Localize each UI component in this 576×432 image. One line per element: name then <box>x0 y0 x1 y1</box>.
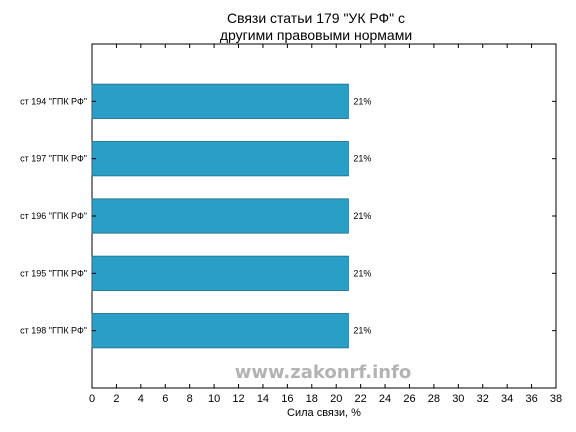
x-tick-label: 8 <box>187 393 193 405</box>
chart-title-line-1: Связи статьи 179 "УК РФ" с <box>227 10 405 26</box>
category-label: ст 195 "ГПК РФ" <box>20 268 87 278</box>
bar <box>91 83 349 119</box>
x-tick-label: 16 <box>281 393 293 405</box>
x-tick-label: 14 <box>257 393 269 405</box>
x-tick-label: 28 <box>428 393 440 405</box>
bar-data-label: 21% <box>353 211 371 221</box>
category-label: ст 198 "ГПК РФ" <box>20 326 87 336</box>
bar-data-label: 21% <box>353 326 371 336</box>
x-tick-label: 24 <box>379 393 391 405</box>
bar <box>91 198 349 234</box>
x-tick-label: 38 <box>550 393 562 405</box>
bar <box>91 141 349 177</box>
x-tick-label: 26 <box>403 393 415 405</box>
x-tick-label: 34 <box>501 393 513 405</box>
bar-data-label: 21% <box>353 268 371 278</box>
category-label: ст 197 "ГПК РФ" <box>20 154 87 164</box>
bar <box>91 255 349 291</box>
x-tick-label: 32 <box>477 393 489 405</box>
bar-data-label: 21% <box>353 96 371 106</box>
x-tick-label: 4 <box>138 393 144 405</box>
x-tick-label: 36 <box>525 393 537 405</box>
x-tick-label: 6 <box>162 393 168 405</box>
x-tick-label: 18 <box>306 393 318 405</box>
x-tick-label: 22 <box>355 393 367 405</box>
x-tick-label: 0 <box>89 393 95 405</box>
bar-data-label: 21% <box>353 154 371 164</box>
x-tick-label: 12 <box>232 393 244 405</box>
y-axis-category-labels: ст 194 "ГПК РФ" ст 197 "ГПК РФ" ст 196 "ГП… <box>20 96 556 336</box>
watermark: www.zakonrf.info <box>235 362 412 383</box>
bars-layer: 21% 21% 21% 21% 21% <box>91 83 371 349</box>
bar <box>91 313 349 349</box>
chart-title-line-2: другими правовыми нормами <box>220 27 412 43</box>
category-label: ст 194 "ГПК РФ" <box>20 96 87 106</box>
x-tick-label: 20 <box>330 393 342 405</box>
x-tick-label: 2 <box>113 393 119 405</box>
x-tick-label: 10 <box>208 393 220 405</box>
category-label: ст 196 "ГПК РФ" <box>20 211 87 221</box>
x-axis-label: Сила связи, % <box>287 407 361 419</box>
x-axis-ticks: 0 2 4 6 8 10 12 14 16 18 20 22 24 26 28 30 32 34 36 38 <box>89 44 562 405</box>
x-tick-label: 30 <box>452 393 464 405</box>
